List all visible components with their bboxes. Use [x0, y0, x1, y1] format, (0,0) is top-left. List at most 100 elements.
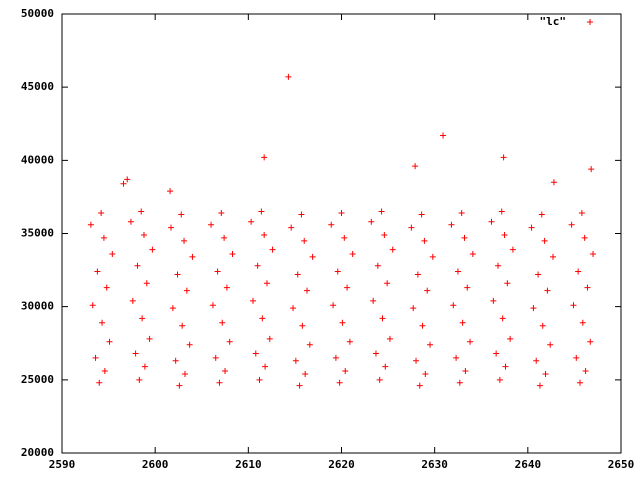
point: [212, 354, 219, 361]
point: [222, 368, 229, 375]
point: [450, 302, 457, 309]
x-tick-label: 2590: [49, 458, 76, 471]
point: [416, 382, 423, 389]
point: [266, 335, 273, 342]
point: [456, 379, 463, 386]
point: [214, 268, 221, 275]
point: [382, 363, 389, 370]
point: [87, 221, 94, 228]
point: [458, 210, 465, 217]
point: [334, 268, 341, 275]
point: [168, 224, 175, 231]
point: [216, 379, 223, 386]
point: [129, 297, 136, 304]
point: [541, 237, 548, 244]
point: [533, 357, 540, 364]
point: [141, 363, 148, 370]
point: [248, 218, 255, 225]
point: [258, 208, 265, 215]
point: [344, 284, 351, 291]
point: [539, 322, 546, 329]
point: [538, 211, 545, 218]
point: [493, 350, 500, 357]
point: [298, 211, 305, 218]
point: [587, 338, 594, 345]
point: [342, 368, 349, 375]
x-tick-label: 2650: [608, 458, 635, 471]
point: [588, 166, 595, 173]
point: [89, 302, 96, 309]
point: [584, 284, 591, 291]
point: [386, 335, 393, 342]
point: [330, 302, 337, 309]
point: [176, 382, 183, 389]
point: [379, 315, 386, 322]
point: [578, 210, 585, 217]
point: [143, 280, 150, 287]
point: [421, 237, 428, 244]
point: [149, 246, 156, 253]
point: [549, 253, 556, 260]
point: [336, 379, 343, 386]
point: [146, 335, 153, 342]
point: [249, 297, 256, 304]
point: [424, 287, 431, 294]
point: [269, 246, 276, 253]
point: [134, 262, 141, 269]
point: [306, 341, 313, 348]
point: [296, 382, 303, 389]
point: [536, 382, 543, 389]
point: [103, 284, 110, 291]
point: [132, 350, 139, 357]
point: [254, 262, 261, 269]
point: [579, 319, 586, 326]
point: [582, 368, 589, 375]
point: [292, 357, 299, 364]
point: [530, 305, 537, 312]
point: [294, 271, 301, 278]
point: [368, 218, 375, 225]
plot-frame: [61, 13, 622, 454]
point: [288, 224, 295, 231]
point: [223, 284, 230, 291]
point: [568, 221, 575, 228]
point: [464, 284, 471, 291]
point: [179, 322, 186, 329]
point: [221, 234, 228, 241]
y-tick-label: 25000: [21, 373, 54, 386]
point: [106, 338, 113, 345]
point: [418, 211, 425, 218]
point: [504, 280, 511, 287]
point: [208, 221, 215, 228]
point: [263, 280, 270, 287]
point: [100, 234, 107, 241]
point: [124, 176, 131, 183]
point: [290, 305, 297, 312]
point: [413, 357, 420, 364]
point: [259, 315, 266, 322]
point: [490, 297, 497, 304]
point: [590, 250, 597, 257]
point: [139, 315, 146, 322]
point: [328, 221, 335, 228]
point: [581, 234, 588, 241]
point: [181, 237, 188, 244]
point: [99, 319, 106, 326]
point: [189, 253, 196, 260]
point: [500, 154, 507, 161]
point: [429, 253, 436, 260]
point: [304, 287, 311, 294]
point: [427, 341, 434, 348]
point: [372, 350, 379, 357]
point: [502, 363, 509, 370]
point: [376, 376, 383, 383]
point: [261, 154, 268, 161]
point: [226, 338, 233, 345]
x-tick-label: 2600: [142, 458, 169, 471]
y-tick-label: 50000: [21, 7, 54, 20]
point: [94, 268, 101, 275]
y-tick-label: 30000: [21, 300, 54, 313]
point: [453, 354, 460, 361]
point: [109, 250, 116, 257]
point: [573, 354, 580, 361]
